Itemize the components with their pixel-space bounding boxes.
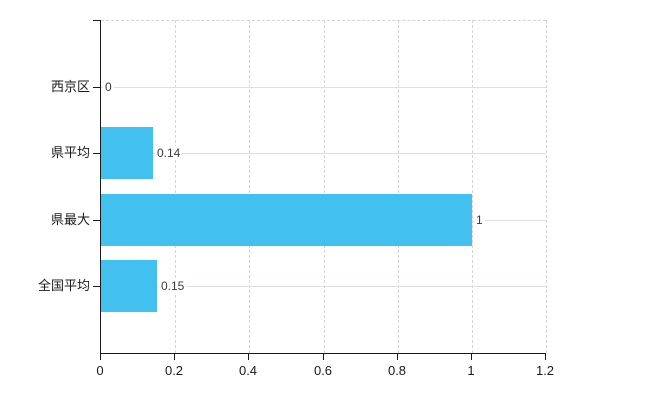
x-tick-label: 0.8 (387, 363, 407, 378)
x-gridline (175, 20, 177, 353)
category-guide-line (101, 153, 546, 154)
x-gridline (249, 20, 251, 353)
x-axis-tick (545, 354, 546, 360)
category-label: 県平均 (50, 145, 90, 160)
x-tick-label: 0.4 (238, 363, 258, 378)
y-axis-tick (93, 220, 100, 221)
x-tick-label: 1.2 (535, 363, 555, 378)
bar-value-label: 0.14 (155, 146, 183, 160)
y-axis-tick (93, 286, 100, 287)
x-tick-label: 0 (96, 363, 104, 378)
x-axis-tick (174, 354, 175, 360)
y-axis-tick (93, 87, 100, 88)
category-label: 県最大 (50, 212, 90, 227)
bar-1 (101, 127, 153, 179)
x-tick-label: 1 (467, 363, 475, 378)
x-gridline (397, 20, 399, 353)
x-axis-tick (248, 354, 249, 360)
x-axis-tick (397, 354, 398, 360)
bar-value-label: 0 (103, 80, 114, 94)
category-guide-line (101, 87, 546, 88)
x-tick-label: 0.6 (313, 363, 333, 378)
x-gridline (323, 20, 325, 353)
x-tick-label: 0.2 (164, 363, 184, 378)
x-gridline (546, 20, 547, 353)
x-axis-tick (471, 354, 472, 360)
y-axis-tick (93, 153, 100, 154)
bar-2 (101, 194, 472, 246)
bar-value-label: 1 (474, 213, 485, 227)
x-axis-tick (323, 354, 324, 360)
plot-area: 0 0.14 1 0.15 (100, 20, 547, 354)
x-gridline (471, 20, 473, 353)
x-axis-tick (100, 354, 101, 360)
y-axis-end-tick (93, 20, 100, 21)
category-guide-line (101, 286, 546, 287)
bar-value-label: 0.15 (159, 279, 187, 293)
category-label: 全国平均 (37, 278, 90, 293)
bar-3 (101, 260, 157, 312)
category-label: 西京区 (50, 79, 90, 94)
